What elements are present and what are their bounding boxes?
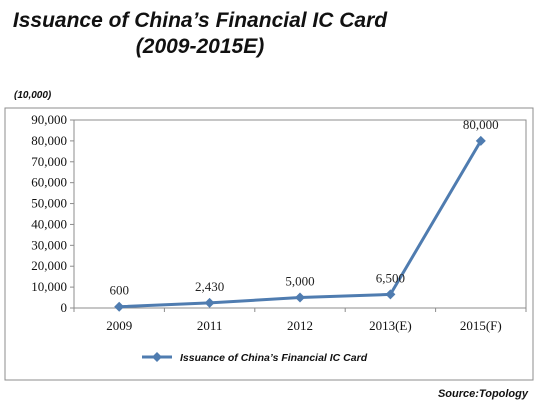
y-tick-label: 30,000 [31, 237, 67, 252]
chart-title-line2: (2009-2015E) [135, 35, 265, 58]
x-axis-ticks: 2009 2011 2012 2013(E) 2015(F) [73, 308, 527, 333]
x-tick-label: 2013(E) [369, 318, 412, 333]
chart-title-line1: Issuance of China’s Financial IC Card [12, 9, 388, 32]
chart-frame [4, 107, 534, 381]
data-point-marker [385, 289, 396, 300]
y-tick-label: 20,000 [31, 258, 67, 273]
y-tick-label: 80,000 [31, 133, 67, 148]
data-label: 6,500 [376, 270, 405, 285]
data-label: 600 [109, 283, 129, 298]
legend-label: Issuance of China’s Financial IC Card [180, 352, 368, 364]
legend-marker [152, 352, 162, 362]
data-point-marker [295, 292, 305, 303]
y-tick-label: 60,000 [31, 175, 67, 190]
data-point-marker [204, 297, 215, 308]
legend: Issuance of China’s Financial IC Card [142, 352, 368, 364]
y-tick-label: 0 [61, 300, 68, 315]
y-tick-label: 50,000 [31, 196, 67, 211]
series-group [114, 135, 486, 312]
y-tick-label: 40,000 [31, 216, 67, 231]
source-note: Source:Topology [437, 388, 528, 400]
y-tick-label: 70,000 [31, 154, 67, 169]
data-label: 5,000 [285, 274, 314, 289]
data-label: 2,430 [195, 279, 224, 294]
data-point-marker [114, 301, 125, 312]
x-tick-label: 2012 [287, 318, 313, 333]
data-labels: 600 2,430 5,000 6,500 80,000 [109, 117, 498, 298]
plot-area [73, 119, 527, 309]
x-tick-label: 2015(F) [460, 318, 502, 333]
data-point-marker [475, 135, 486, 146]
y-tick-label: 10,000 [31, 279, 67, 294]
data-label: 80,000 [463, 117, 499, 132]
x-tick-label: 2011 [197, 318, 223, 333]
y-unit-label: (10,000) [14, 90, 52, 101]
y-tick-label: 90,000 [31, 112, 67, 127]
x-tick-label: 2009 [106, 318, 132, 333]
chart-title: Issuance of China’s Financial IC Card (2… [0, 8, 400, 60]
y-axis-ticks: 0 10,000 20,000 30,000 40,000 50,000 60,000 70,… [31, 112, 74, 315]
